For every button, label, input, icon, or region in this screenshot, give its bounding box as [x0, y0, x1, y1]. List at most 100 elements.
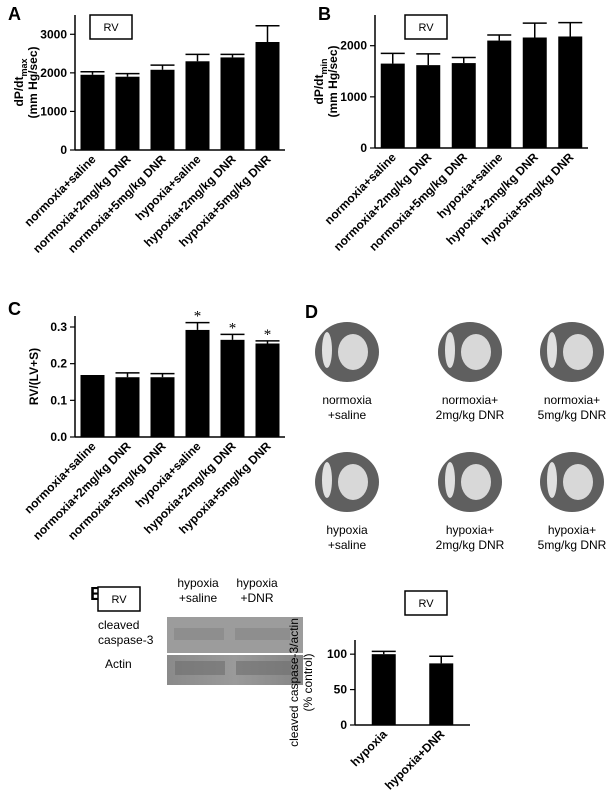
section-caption: normoxia+ — [442, 393, 498, 407]
bar — [255, 42, 280, 150]
bar — [487, 40, 512, 149]
blot-tag: RV — [111, 594, 127, 606]
bar — [115, 377, 140, 437]
lane-label: +DNR — [240, 591, 273, 605]
heart-cavity — [338, 334, 368, 370]
y-tick-label: 100 — [327, 647, 347, 661]
error-bar — [220, 53, 245, 58]
section-caption: normoxia+ — [544, 393, 600, 407]
annotation-box — [404, 14, 448, 40]
y-tick-label: 50 — [334, 683, 348, 697]
row-label: caspase-3 — [98, 633, 154, 647]
error-bar — [115, 372, 140, 378]
y-axis-label: (mm Hg/sec) — [326, 45, 340, 117]
y-tick-label: 0.0 — [50, 430, 67, 444]
error-bar — [451, 56, 476, 64]
bar — [380, 63, 405, 148]
bar — [185, 329, 210, 437]
error-bar — [150, 372, 175, 378]
section-caption: hypoxia+ — [548, 523, 596, 537]
x-tick-label: hypoxia — [348, 727, 390, 769]
section-caption: hypoxia+ — [446, 523, 494, 537]
section-caption: 5mg/kg DNR — [538, 538, 607, 552]
error-bar — [115, 72, 140, 77]
band — [235, 628, 290, 640]
error-bar — [255, 25, 280, 42]
bar — [255, 343, 280, 437]
y-axis-label: (mm Hg/sec) — [26, 46, 40, 118]
y-axis-label-text: cleaved caspase-3/actin — [287, 618, 301, 747]
error-bar — [255, 340, 280, 344]
bar — [451, 63, 476, 149]
section-caption: 2mg/kg DNR — [436, 408, 505, 422]
error-bar — [80, 375, 105, 377]
y-axis-label-text: dP/dt — [312, 75, 326, 105]
error-bar — [371, 650, 396, 655]
panel-letter: C — [8, 299, 21, 319]
error-bar — [150, 64, 175, 70]
annotation-box — [404, 590, 448, 616]
bar — [416, 65, 441, 148]
rv-cavity — [547, 332, 557, 368]
bar — [150, 69, 175, 150]
rv-cavity — [445, 462, 455, 498]
error-bar — [558, 21, 583, 37]
significance-marker: * — [264, 327, 272, 343]
section-caption: hypoxia — [326, 523, 368, 537]
rv-cavity — [322, 462, 332, 498]
annotation: RV — [418, 22, 434, 34]
y-axis-label: dP/dtmax — [12, 58, 29, 106]
y-tick-label: 0 — [60, 143, 67, 157]
y-axis-label: (% control) — [301, 653, 315, 711]
y-axis-label: RV/(LV+S) — [27, 348, 41, 405]
lane-label: +saline — [179, 591, 218, 605]
band — [236, 661, 291, 675]
bar — [80, 74, 105, 150]
y-axis-label-text: (% control) — [301, 653, 315, 711]
y-tick-label: 0 — [360, 141, 367, 155]
y-axis-label: dP/dtmin — [312, 58, 329, 104]
section-caption: +saline — [328, 538, 367, 552]
section-caption: normoxia — [322, 393, 372, 407]
y-tick-label: 0.3 — [50, 320, 67, 334]
section-caption: 5mg/kg DNR — [538, 408, 607, 422]
lane-label: hypoxia — [236, 576, 278, 590]
rv-cavity — [547, 462, 557, 498]
y-tick-label: 0 — [340, 718, 347, 732]
bar — [115, 76, 140, 150]
error-bar — [416, 53, 441, 66]
bar — [371, 654, 396, 725]
annotation: RV — [418, 598, 434, 610]
y-tick-label: 0.2 — [50, 357, 67, 371]
rv-cavity — [322, 332, 332, 368]
y-tick-label: 0.1 — [50, 393, 67, 407]
heart-cavity — [461, 334, 491, 370]
bar — [220, 57, 245, 150]
y-axis-label-text: dP/dt — [12, 77, 26, 107]
bar — [150, 377, 175, 437]
y-tick-label: 2000 — [340, 39, 367, 53]
rv-cavity — [445, 332, 455, 368]
error-bar — [522, 22, 547, 38]
error-bar — [380, 52, 405, 64]
section-caption: +saline — [328, 408, 367, 422]
blot-tag-box — [97, 586, 141, 612]
error-bar — [185, 53, 210, 62]
bar — [429, 663, 454, 725]
bar — [185, 61, 210, 150]
error-bar — [429, 655, 454, 664]
band — [175, 661, 225, 675]
heart-cavity — [563, 464, 593, 500]
bar — [558, 36, 583, 148]
error-bar — [220, 333, 245, 340]
section-caption: 2mg/kg DNR — [436, 538, 505, 552]
band — [174, 628, 224, 640]
error-bar — [80, 70, 105, 75]
y-axis-label-sub: min — [319, 58, 329, 74]
panel-letter: B — [318, 4, 331, 24]
y-tick-label: 3000 — [40, 27, 67, 41]
y-axis-label-text: (mm Hg/sec) — [326, 45, 340, 117]
heart-cavity — [563, 334, 593, 370]
significance-marker: * — [194, 309, 202, 325]
